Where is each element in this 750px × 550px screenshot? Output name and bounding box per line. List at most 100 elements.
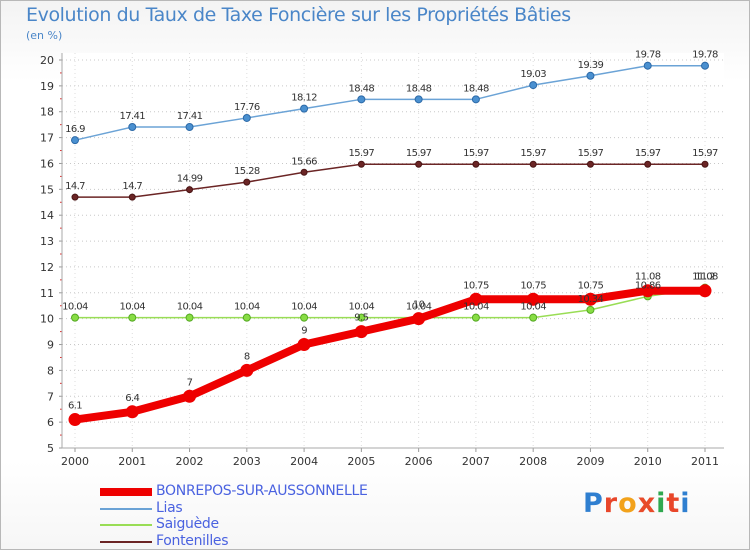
data-labels-saigu-de: 10.04 10.04 10.04 10.04 10.04 10.04 10.04 10.04…	[62, 272, 716, 313]
y-tick-label: 11	[40, 287, 54, 300]
y-tick-label: 15	[40, 183, 54, 196]
data-point	[71, 313, 79, 322]
data-point	[71, 136, 79, 145]
data-label: 9	[301, 326, 307, 337]
series-lias	[71, 61, 709, 145]
x-tick-label: 2008	[519, 455, 547, 468]
plot-area	[62, 53, 724, 448]
data-point	[128, 313, 137, 322]
data-point	[357, 95, 366, 104]
data-label: 15.28	[234, 166, 260, 177]
data-label: 10.04	[520, 302, 546, 313]
y-tick-label: 14	[40, 209, 54, 222]
y-tick-label: 16	[40, 157, 54, 170]
series-line	[74, 286, 706, 319]
data-label: 15.97	[635, 148, 661, 159]
data-label: 17.41	[119, 111, 145, 122]
legend-label: Saiguède	[156, 516, 219, 532]
data-point	[183, 389, 197, 403]
data-point	[186, 186, 194, 194]
data-label: 14.7	[122, 181, 142, 192]
y-tick-label: 9	[47, 339, 54, 352]
data-labels-lias: 16.9 17.41 17.41 17.76 18.12 18.48 18.48 18.48 1…	[65, 50, 719, 135]
data-label: 15.97	[520, 148, 546, 159]
data-label: 8	[244, 351, 250, 362]
data-point	[414, 95, 423, 104]
data-label: 10.04	[291, 302, 317, 313]
data-label: 19.39	[578, 60, 604, 71]
legend-label: Lias	[156, 499, 183, 516]
y-axis-unit: (en %)	[26, 29, 63, 42]
series-fontenilles	[71, 160, 709, 201]
data-point	[300, 168, 308, 176]
y-tick-label: 20	[40, 54, 54, 67]
data-label: 9.5	[354, 313, 368, 324]
y-tick-label: 10	[40, 313, 54, 326]
data-point	[701, 61, 709, 70]
data-label: 11.08	[692, 272, 718, 283]
x-tick-label: 2011	[691, 455, 719, 468]
legend-swatch	[100, 540, 152, 543]
data-point	[586, 71, 595, 80]
data-point	[240, 363, 254, 377]
data-point	[242, 113, 251, 122]
series-line	[74, 163, 706, 198]
data-label: 18.48	[463, 83, 489, 94]
data-label: 10.75	[463, 280, 489, 291]
data-label: 14.99	[177, 174, 203, 185]
data-label: 15.97	[692, 148, 718, 159]
data-label: 6.1	[68, 401, 82, 412]
logo-letter: o	[618, 488, 638, 519]
data-point	[586, 160, 594, 168]
y-tick-label: 13	[40, 235, 54, 248]
data-point	[698, 284, 712, 298]
legend-swatch	[100, 488, 152, 496]
y-tick-label: 8	[47, 364, 54, 377]
x-tick-label: 2007	[462, 455, 490, 468]
x-tick-label: 2001	[118, 455, 146, 468]
data-label: 11.08	[635, 272, 661, 283]
series-line	[74, 64, 706, 141]
data-label: 10.04	[119, 302, 145, 313]
x-tick-label: 2005	[347, 455, 375, 468]
data-point	[701, 160, 709, 168]
data-point	[643, 61, 652, 70]
data-point	[526, 292, 540, 306]
data-label: 10.04	[463, 302, 489, 313]
data-label: 16.9	[65, 124, 85, 135]
data-point	[354, 325, 368, 339]
data-point	[71, 193, 79, 201]
data-point	[300, 104, 309, 113]
logo-letter: i	[656, 488, 667, 519]
data-label: 15.97	[578, 148, 604, 159]
data-label: 10.75	[520, 280, 546, 291]
data-point	[469, 292, 483, 306]
data-point	[529, 81, 538, 90]
data-label: 10.04	[234, 302, 260, 313]
data-labels-fontenilles: 14.7 14.7 14.99 15.28 15.66 15.97 15.97 15.97 15…	[65, 148, 719, 192]
y-tick-label: 17	[40, 132, 54, 145]
data-point	[185, 313, 194, 322]
data-label: 15.97	[463, 148, 489, 159]
data-point	[415, 160, 423, 168]
data-label: 10	[413, 300, 425, 311]
data-point	[297, 338, 311, 352]
legend-label: BONREPOS-SUR-AUSSONNELLE	[156, 483, 368, 499]
data-point	[583, 292, 597, 306]
data-label: 10.04	[62, 302, 88, 313]
logo-letter: i	[680, 488, 691, 519]
logo-letter: P	[583, 488, 604, 519]
proxiti-logo: Proxiti	[583, 488, 691, 519]
data-label: 19.78	[635, 50, 661, 61]
data-point	[68, 413, 82, 427]
data-point	[242, 313, 251, 322]
x-tick-label: 2009	[576, 455, 604, 468]
legend-swatch	[100, 524, 152, 526]
data-point	[641, 284, 655, 298]
data-label: 19.03	[520, 69, 546, 80]
legend-label: Fontenilles	[156, 532, 229, 549]
data-label: 10.04	[406, 302, 432, 313]
x-tick-label: 2006	[405, 455, 433, 468]
data-point	[300, 313, 309, 322]
data-label: 18.48	[406, 83, 432, 94]
